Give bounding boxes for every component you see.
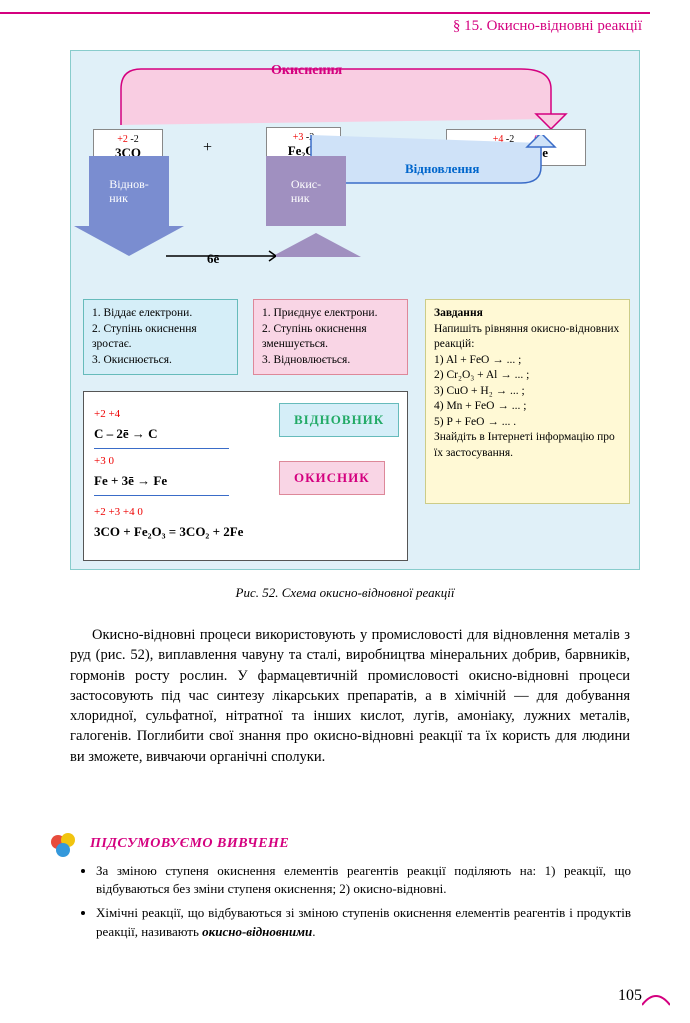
box2-line3: 3. Відновлюється. <box>262 353 399 369</box>
task-r5: 5) P + FeO → ... . <box>434 415 621 431</box>
eq3: 3CO + Fe₂O₃ = 3CO₂ + 2Fe <box>94 524 243 539</box>
task-r3: 3) CuO + H₂ → ... ; <box>434 384 621 400</box>
bullet-2-em: окисно-відновними <box>202 924 312 939</box>
header-rule <box>0 12 650 14</box>
plus-sign: + <box>203 139 212 157</box>
task-r4: 4) Mn + FeO → ... ; <box>434 399 621 415</box>
task-outro: Знайдіть в Інтернеті інформацію про їх з… <box>434 430 621 461</box>
bullet-1: За зміною ступеня окиснення елементів ре… <box>96 862 631 898</box>
summary-title: ПІДСУМОВУЄМО ВИВЧЕНЕ <box>90 836 289 852</box>
bullet-2: Хімічні реакції, що відбуваються зі змін… <box>96 904 631 940</box>
reduction-label: Відновлення <box>405 161 479 177</box>
caption-prefix: Рис. 52. <box>236 585 282 600</box>
caption-text: Схема окисно-відновної реакції <box>282 585 455 600</box>
corner-decoration <box>642 987 670 1007</box>
reducer-arrow: Віднов-ник <box>89 156 169 256</box>
figure-caption: Рис. 52. Схема окисно-відновної реакції <box>0 585 690 601</box>
electron-flow-line <box>166 249 276 263</box>
eq1: C – 2ē → C <box>94 426 158 441</box>
oxidizer-arrow: Окис-ник <box>266 156 346 226</box>
page-number: 105 <box>618 987 642 1005</box>
electron-count: 6ē <box>207 251 219 267</box>
bullet-2-post: . <box>312 924 315 939</box>
oxidizer-tag: ОКИСНИК <box>279 461 385 495</box>
summary-icon <box>48 830 78 860</box>
body-paragraph: Окисно-відновні процеси використовують у… <box>70 625 630 767</box>
section-header: § 15. Окисно-відновні реакції <box>453 18 642 35</box>
task-box: Завдання Напишіть рівняння окисно-віднов… <box>425 299 630 504</box>
task-r1: 1) Al + FeO → ... ; <box>434 353 621 369</box>
task-title: Завдання <box>434 307 483 319</box>
bullet-2-pre: Хімічні реакції, що відбуваються зі змін… <box>96 905 631 938</box>
redox-diagram: Окиснення +2 -2 3CO + +3 -2 Fe₂O₃ = +4 -… <box>70 50 640 570</box>
eq2: Fe + 3ē → Fe <box>94 473 167 488</box>
oxidizer-arrowhead <box>271 233 361 257</box>
box1-line2: 2. Ступінь окиснення зростає. <box>92 322 229 353</box>
reducer-properties-box: 1. Віддає електрони. 2. Ступінь окисненн… <box>83 299 238 375</box>
box1-line3: 3. Окиснюється. <box>92 353 229 369</box>
oxidizer-label: Окис-ник <box>266 156 346 226</box>
oxidizer-properties-box: 1. Приєднує електрони. 2. Ступінь окисне… <box>253 299 408 375</box>
task-r2: 2) Cr₂O₃ + Al → ... ; <box>434 368 621 384</box>
summary-bullets: За зміною ступеня окиснення елементів ре… <box>96 862 631 947</box>
box2-line1: 1. Приєднує електрони. <box>262 306 399 322</box>
box2-line2: 2. Ступінь окиснення зменшується. <box>262 322 399 353</box>
box1-line1: 1. Віддає електрони. <box>92 306 229 322</box>
task-intro: Напишіть рівняння окисно-відновних реакц… <box>434 322 621 353</box>
reducer-tag: ВІДНОВНИК <box>279 403 399 437</box>
eq3-ox: +2 +3 +4 0 <box>94 506 397 518</box>
reducer-label: Віднов-ник <box>89 156 169 226</box>
oxidation-label: Окиснення <box>271 63 342 79</box>
